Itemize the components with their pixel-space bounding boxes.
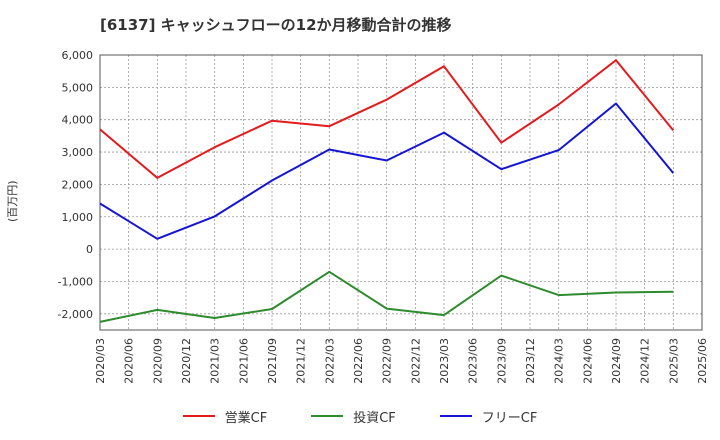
series-line-3	[99, 102, 675, 240]
y-tick-label: 6,000	[62, 49, 94, 62]
x-tick-label: 2021/09	[266, 338, 279, 384]
chart-title: [6137] キャッシュフローの12か月移動合計の推移	[100, 16, 452, 34]
legend-item-3: フリーCF	[439, 407, 538, 426]
series-line-2	[99, 270, 674, 323]
y-tick-label: 4,000	[62, 114, 94, 127]
x-tick-label: 2024/09	[610, 338, 623, 384]
x-tick-label: 2024/06	[581, 338, 594, 384]
legend-item-1: 営業CF	[182, 407, 268, 426]
y-tick-label: -2,000	[58, 308, 93, 321]
x-tick-label: 2022/09	[381, 338, 394, 384]
x-tick-label: 2025/03	[667, 338, 680, 384]
legend-swatch	[439, 415, 472, 417]
y-tick-label: 3,000	[62, 146, 94, 159]
x-tick-label: 2021/06	[237, 338, 250, 384]
x-tick-label: 2020/03	[94, 338, 107, 384]
x-tick-label: 2021/03	[209, 338, 222, 384]
y-tick-label: 5,000	[62, 81, 94, 94]
x-tick-label: 2023/06	[467, 338, 480, 384]
legend-item-2: 投資CF	[311, 407, 396, 426]
x-tick-label: 2022/12	[409, 338, 422, 384]
x-tick-label: 2022/03	[323, 338, 336, 384]
x-tick-label: 2021/12	[295, 338, 308, 384]
x-tick-label: 2020/06	[123, 338, 136, 384]
legend-label: 投資CF	[353, 410, 396, 426]
x-tick-label: 2022/06	[352, 338, 365, 384]
x-tick-label: 2023/12	[524, 338, 537, 384]
chart-plot: 6,000 5,000 4,000 3,000 2,000 1,000 0 -1,000 -2,…	[58, 49, 709, 384]
plot-area	[100, 55, 702, 330]
y-tick-label: -1,000	[58, 275, 93, 288]
series-line-1	[99, 59, 675, 179]
legend-label: フリーCF	[481, 410, 538, 426]
x-tick-label: 2020/12	[180, 338, 193, 384]
legend-swatch	[182, 415, 215, 417]
x-tick-label: 2023/09	[495, 338, 508, 384]
y-tick-label: 0	[86, 243, 93, 256]
plot-border	[99, 54, 703, 331]
y-tick-label: 2,000	[62, 178, 94, 191]
y-tick-label: 1,000	[62, 211, 94, 224]
x-tick-label: 2024/03	[553, 338, 566, 384]
x-tick-label: 2024/12	[639, 338, 652, 384]
x-tick-label: 2023/03	[438, 338, 451, 384]
legend: 営業CF 投資CF フリーCF	[0, 404, 720, 428]
legend-label: 営業CF	[224, 410, 268, 426]
x-tick-label: 2020/09	[151, 338, 164, 384]
x-tick-label: 2025/06	[696, 338, 709, 384]
legend-swatch	[311, 415, 344, 417]
